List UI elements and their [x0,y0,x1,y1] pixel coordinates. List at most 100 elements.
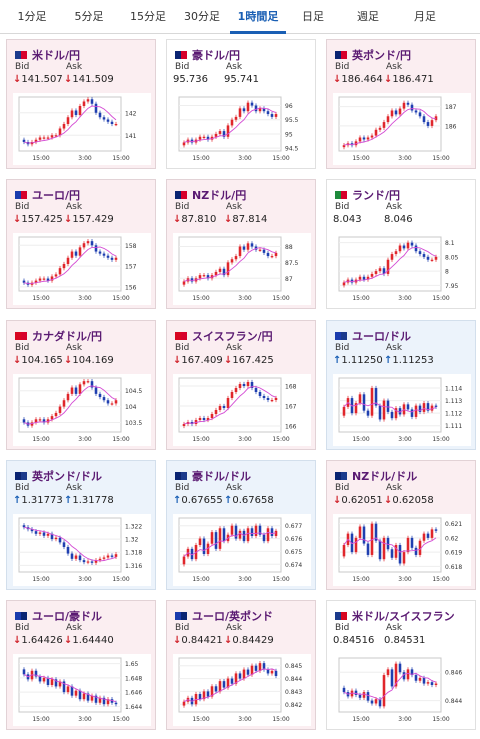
tab-7[interactable]: 月足 [414,10,436,23]
mini-chart[interactable]: 8.1 8.05 8 7.95 15:00 3:00 15:00 [333,233,471,305]
candle [262,108,266,112]
candle [214,271,218,276]
ask-number: 87.814 [232,214,268,225]
rate-card[interactable]: 米ドル/円 Bid Ask ↓141.507 ↓141.509 142 141 15:00 3:… [6,39,156,169]
rate-card[interactable]: ランド/円 Bid Ask 8.043 8.046 8.1 8.05 8 7.95 15:00 3:… [326,179,476,309]
rate-card[interactable]: スイスフラン/円 Bid Ask ↓167.409 ↓167.425 168 167 166 1… [166,320,316,450]
tab-5[interactable]: 日足 [302,10,324,23]
trend-arrow-icon: ↓ [13,74,22,85]
mini-chart[interactable]: 1.114 1.113 1.112 1.111 15:00 3:00 15:00 [333,374,471,446]
candlestick-chart: 0.677 0.676 0.675 0.674 15:00 3:00 15:00 [178,517,302,583]
pair-title[interactable]: ユーロ/豪ドル [15,608,102,624]
pair-title[interactable]: 米ドル/円 [15,47,80,63]
y-tick-label: 186 [445,123,457,130]
candle [370,273,374,277]
mini-chart[interactable]: 187 186 15:00 3:00 15:00 [333,93,471,165]
candle [426,256,430,260]
pair-title[interactable]: 豪ドル/円 [175,47,240,63]
y-tick-label: 8.1 [445,240,455,247]
mini-chart[interactable]: 168 167 166 15:00 3:00 15:00 [173,374,311,446]
candle [54,412,58,417]
trend-arrow-icon: ↓ [224,355,233,366]
x-tick-label: 15:00 [432,576,449,583]
mini-chart[interactable]: 1.322 1.32 1.318 1.316 15:00 3:00 15:00 [13,514,151,586]
mini-chart[interactable]: 0.677 0.676 0.675 0.674 15:00 3:00 15:00 [173,514,311,586]
bid-label: Bid [15,62,30,72]
candle [238,384,242,388]
rate-card[interactable]: ユーロ/英ポンド Bid Ask ↓0.84421 ↓0.84429 0.845 0.844… [166,600,316,730]
tab-4[interactable]: 1時間足 [230,0,286,34]
candle [410,242,414,246]
tab-2[interactable]: 15分足 [130,10,166,23]
flag-icon [175,191,187,199]
candle [42,137,46,139]
pair-title[interactable]: ランド/円 [335,187,400,203]
candle [210,414,214,418]
rate-card[interactable]: 豪ドル/ドル Bid Ask ↑0.67655 ↑0.67658 0.677 0.676 0.… [166,460,316,590]
rate-card[interactable]: ユーロ/豪ドル Bid Ask ↓1.64426 ↓1.64440 1.65 1.648 1.… [6,600,156,730]
pair-title[interactable]: ユーロ/ドル [335,328,411,344]
pair-name: ユーロ/英ポンド [192,610,274,623]
tab-3[interactable]: 30分足 [184,10,220,23]
rate-card[interactable]: NZドル/ドル Bid Ask ↓0.62051 ↓0.62058 0.621 0.62 0.… [326,460,476,590]
pair-title[interactable]: 豪ドル/ドル [175,468,251,484]
mini-chart[interactable]: 0.846 0.844 15:00 3:00 15:00 [333,654,471,726]
pair-name: 米ドル/スイスフラン [352,610,455,623]
candle [182,701,186,706]
rate-card[interactable]: ユーロ/ドル Bid Ask ↑1.11250 ↑1.11253 1.114 1.113 1.… [326,320,476,450]
candle [110,403,114,405]
tab-6[interactable]: 週足 [357,10,379,23]
candle [206,418,210,420]
y-tick-label: 8 [445,269,449,276]
mini-chart[interactable]: 0.845 0.844 0.843 0.842 15:00 3:00 15:00 [173,654,311,726]
tab-0[interactable]: 1分足 [17,10,47,23]
bid-value: ↓87.810 [173,214,216,225]
rate-card[interactable]: NZドル/円 Bid Ask ↓87.810 ↓87.814 88 87.5 87 15:00 3… [166,179,316,309]
tab-1[interactable]: 5分足 [74,10,104,23]
mini-chart[interactable]: 96 95.5 95 94.5 15:00 3:00 15:00 [173,93,311,165]
candle [66,257,70,264]
candle [78,555,82,561]
y-tick-label: 95 [285,131,293,138]
pair-title[interactable]: ユーロ/英ポンド [175,608,273,624]
pair-title[interactable]: スイスフラン/円 [175,328,273,344]
rate-card[interactable]: ユーロ/円 Bid Ask ↓157.425 ↓157.429 158 157 156 15:0… [6,179,156,309]
candle [390,669,394,687]
candle [274,530,278,536]
pair-title[interactable]: 米ドル/スイスフラン [335,608,455,624]
candle [62,542,66,547]
candle [342,406,346,416]
pair-title[interactable]: ユーロ/円 [15,187,80,203]
mini-chart[interactable]: 1.65 1.648 1.646 1.644 15:00 3:00 15:00 [13,654,151,726]
trend-arrow-icon: ↓ [384,495,393,506]
candle [390,110,394,117]
candle [214,133,218,137]
mini-chart[interactable]: 88 87.5 87 15:00 3:00 15:00 [173,233,311,305]
candle [78,247,82,256]
rate-card[interactable]: 豪ドル/円 Bid Ask 95.736 95.741 96 95.5 95 94.5 15:00… [166,39,316,169]
y-tick-label: 87 [285,276,293,283]
pair-title[interactable]: NZドル/ドル [335,468,417,484]
candle [266,111,270,115]
candlestick-chart: 168 167 166 15:00 3:00 15:00 [178,377,297,443]
rate-card[interactable]: 英ポンド/円 Bid Ask ↓186.464 ↓186.471 187 186 15:00 3… [326,39,476,169]
pair-title[interactable]: NZドル/円 [175,187,246,203]
x-tick-label: 15:00 [352,295,369,302]
pair-title[interactable]: 英ポンド/円 [335,47,411,63]
mini-chart[interactable]: 142 141 15:00 3:00 15:00 [13,93,151,165]
candle [86,241,90,244]
pair-title[interactable]: カナダドル/円 [15,328,102,344]
mini-chart[interactable]: 0.621 0.62 0.619 0.618 15:00 3:00 15:00 [333,514,471,586]
pair-title[interactable]: 英ポンド/ドル [15,468,102,484]
candle [50,135,54,138]
rate-card[interactable]: 英ポンド/ドル Bid Ask ↑1.31773 ↑1.31778 1.322 1.32 1.… [6,460,156,590]
x-tick-label: 15:00 [272,436,289,443]
candle [238,246,242,257]
candle [46,278,50,281]
mini-chart[interactable]: 104.5 104 103.5 15:00 3:00 15:00 [13,374,151,446]
candle [362,276,366,280]
rate-card[interactable]: 米ドル/スイスフラン Bid Ask 0.84516 0.84531 0.846 0.844… [326,600,476,730]
rate-card[interactable]: カナダドル/円 Bid Ask ↓104.165 ↓104.169 104.5 104 103… [6,320,156,450]
mini-chart[interactable]: 158 157 156 15:00 3:00 15:00 [13,233,151,305]
x-tick-label: 3:00 [398,155,412,162]
